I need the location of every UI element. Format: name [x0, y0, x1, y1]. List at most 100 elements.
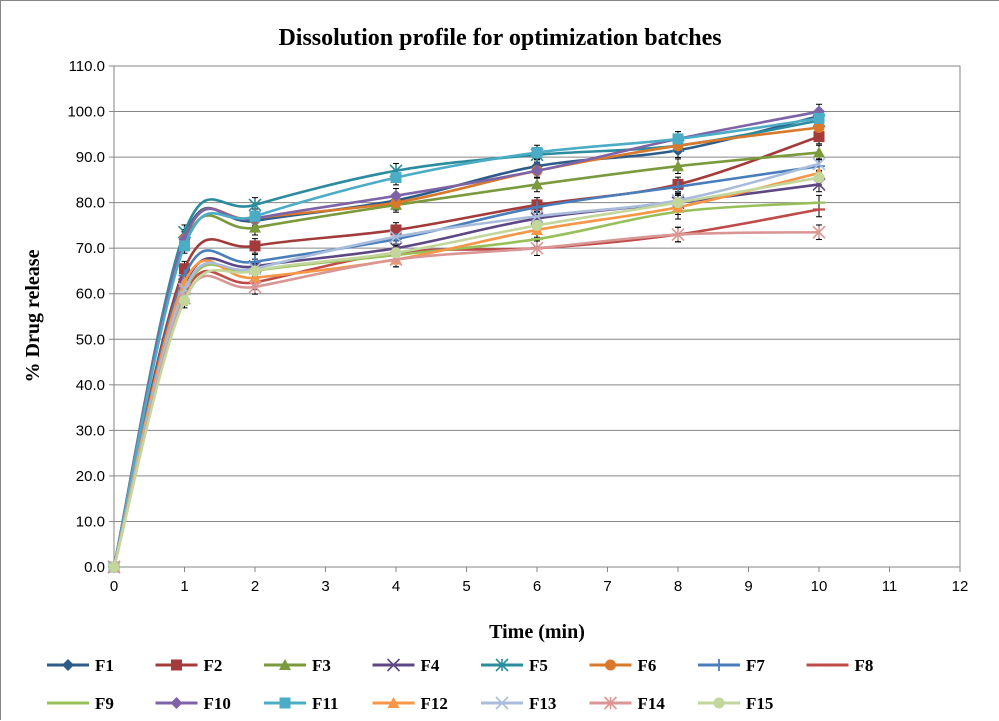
- data-point-f15: [249, 265, 261, 277]
- legend-marker-f12: [387, 697, 400, 708]
- x-tick-label: 12: [952, 578, 969, 595]
- legend-label: F12: [421, 694, 448, 713]
- y-tick-label: 60.0: [76, 286, 105, 303]
- y-tick-label: 100.0: [67, 104, 105, 121]
- data-point-f2: [249, 240, 261, 252]
- data-point-f15: [672, 197, 684, 209]
- x-tick-label: 2: [251, 578, 259, 595]
- x-tick-label: 7: [603, 578, 611, 595]
- legend-marker-f4-stroke: [386, 658, 401, 672]
- legend-marker-f1: [62, 659, 74, 671]
- data-point-f13-stroke: [530, 209, 544, 223]
- y-tick-label: 80.0: [76, 195, 105, 212]
- legend-label: F10: [204, 694, 231, 713]
- legend-label: F14: [638, 694, 666, 713]
- legend-marker-f13-stroke: [495, 696, 509, 710]
- legend-label: F8: [855, 656, 874, 675]
- data-point-f5: [248, 198, 262, 212]
- data-point-f3: [531, 178, 543, 190]
- legend-item-f11: F11: [264, 694, 338, 713]
- series-f15: [108, 172, 825, 573]
- series-group: [107, 103, 826, 574]
- legend-marker-f10: [170, 697, 183, 709]
- data-point-f14: [812, 225, 826, 239]
- x-tick-label: 0: [110, 578, 118, 595]
- data-point-f6: [813, 121, 825, 133]
- data-point-f15: [390, 247, 402, 259]
- legend-label: F11: [312, 694, 338, 713]
- legend-item-f15: F15: [698, 694, 773, 713]
- data-point-f15: [813, 172, 825, 184]
- data-point-f15: [179, 295, 190, 307]
- data-point-f15: [108, 561, 120, 573]
- x-axis-label: Time (min): [489, 621, 585, 643]
- legend-marker-f2: [171, 659, 182, 671]
- x-tick-label: 9: [744, 578, 752, 595]
- legend-item-f2: F2: [155, 656, 223, 675]
- legend-marker-f13: [495, 696, 509, 710]
- y-tick-label: 20.0: [76, 468, 105, 485]
- data-point-f3: [672, 160, 684, 172]
- data-point-f2: [813, 131, 825, 143]
- y-tick-label: 40.0: [76, 377, 105, 394]
- legend-marker-f11: [279, 697, 291, 709]
- legend-label: F3: [312, 656, 331, 675]
- legend-label: F15: [746, 694, 773, 713]
- data-point-f2: [390, 224, 402, 236]
- legend-marker-f4: [386, 658, 401, 672]
- legend-item-f12: F12: [372, 694, 448, 713]
- data-point-f11: [531, 147, 543, 159]
- y-tick-label: 50.0: [76, 331, 105, 348]
- series-f11: [108, 112, 825, 573]
- legend-label: F9: [95, 694, 114, 713]
- data-point-f14: [248, 280, 262, 294]
- legend-item-f4: F4: [372, 656, 440, 675]
- x-tick-label: 8: [674, 578, 682, 595]
- data-point-f12: [249, 271, 261, 283]
- x-tick-label: 1: [180, 578, 188, 595]
- axes: 0.0 10.0 20.0 30.0 40.0 50.0 60.0 70.0 80.0 90.0 1…: [67, 58, 968, 595]
- data-point-f13-stroke: [812, 157, 826, 171]
- data-point-f13: [812, 157, 826, 171]
- data-point-f11: [179, 240, 190, 252]
- data-point-f11: [390, 172, 402, 184]
- legend-label: F2: [204, 656, 223, 675]
- data-point-f3: [249, 221, 261, 233]
- data-point-f11: [672, 133, 684, 145]
- data-point-f14: [530, 241, 544, 255]
- legend-label: F1: [95, 656, 114, 675]
- legend-item-f3: F3: [264, 656, 331, 675]
- data-point-f14: [671, 227, 685, 242]
- legend-label: F13: [529, 694, 556, 713]
- data-point-f13: [389, 230, 403, 244]
- data-point-f7: [390, 233, 402, 246]
- legend: F1 F2 F3 F4 F5 F6 F7 F8 F9 F10 F11 F12 F13 F14 F15: [47, 656, 873, 713]
- data-point-f15: [531, 219, 543, 231]
- data-point-f10: [390, 189, 402, 202]
- y-tick-label: 10.0: [76, 513, 105, 530]
- data-point-f3: [813, 146, 825, 158]
- x-tick-label: 3: [321, 578, 329, 595]
- legend-item-f9: F9: [47, 694, 114, 713]
- legend-label: F6: [638, 656, 657, 675]
- legend-item-f5: F5: [481, 656, 548, 675]
- legend-marker-f6: [605, 659, 616, 671]
- data-point-f11: [813, 112, 825, 124]
- legend-item-f8: F8: [806, 656, 874, 675]
- x-tick-label: 10: [811, 578, 828, 595]
- legend-item-f6: F6: [589, 656, 657, 675]
- legend-item-f13: F13: [481, 694, 556, 713]
- data-point-f11: [249, 210, 261, 222]
- legend-marker-f3: [279, 659, 291, 670]
- y-tick-label: 30.0: [76, 422, 105, 439]
- chart-title: Dissolution profile for optimization bat…: [278, 25, 721, 51]
- data-point-f10: [531, 164, 543, 177]
- legend-label: F7: [746, 656, 765, 675]
- legend-marker-f5: [495, 658, 509, 672]
- y-tick-label: 110.0: [69, 58, 105, 75]
- legend-item-f1: F1: [47, 656, 114, 675]
- y-axis-label: % Drug release: [22, 249, 44, 382]
